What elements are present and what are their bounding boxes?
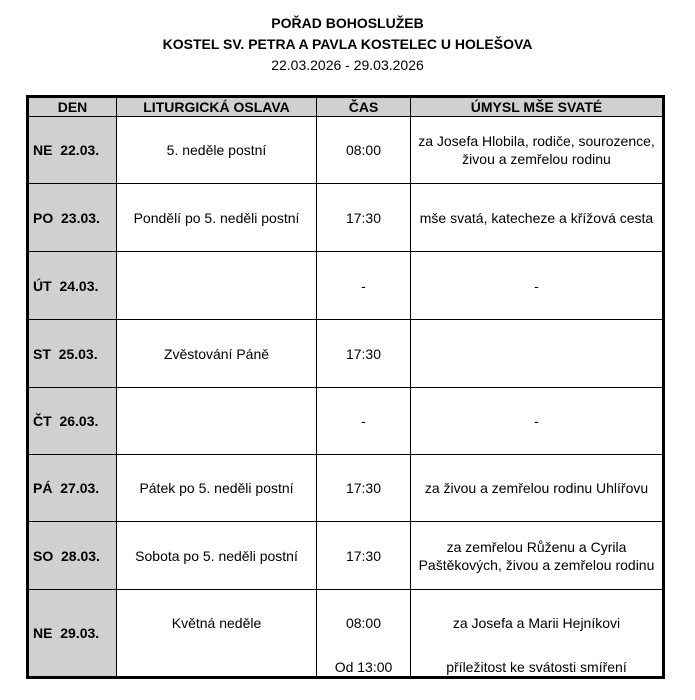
celebration-cell: 5. neděle postní [116, 116, 317, 184]
time-cell: 08:00 [316, 116, 411, 184]
table-row: NE 22.03. 5. neděle postní 08:00 za Josefa … [27, 116, 664, 184]
time-2: Od 13:00 [334, 659, 393, 675]
schedule-table: DEN LITURGICKÁ OSLAVA ČAS ÚMYSL MŠE SVAT… [26, 95, 665, 679]
time-cell: - [316, 387, 411, 455]
intention-1: za Josefa a Marii Hejníkovi [452, 615, 621, 631]
day-cell: ČT 26.03. [27, 387, 117, 455]
celebration: Květná neděle [171, 615, 262, 631]
page-title: POŘAD BOHOSLUŽEB [271, 15, 424, 31]
church-name: KOSTEL SV. PETRA A PAVLA KOSTELEC U HOLE… [162, 36, 533, 52]
celebration-cell: Zvěstování Páně [116, 319, 317, 388]
time-cell: 17:30 [316, 454, 411, 522]
col-intention: ÚMYSL MŠE SVATÉ [410, 96, 664, 117]
time-cell: 08:00 Od 13:00 [316, 589, 411, 678]
table-row: PÁ 27.03. Pátek po 5. neděli postní 17:30 z… [27, 454, 664, 522]
day-cell: SO 28.03. [27, 521, 117, 590]
celebration-cell: Květná neděle [116, 589, 317, 678]
intention-cell: - [410, 251, 664, 320]
time-cell: 17:30 [316, 183, 411, 252]
celebration-cell [116, 387, 317, 455]
celebration-cell: Sobota po 5. neděli postní [116, 521, 317, 590]
intention-cell: za Josefa a Marii Hejníkovi příležitost k… [410, 589, 664, 678]
col-celebration: LITURGICKÁ OSLAVA [116, 96, 317, 117]
day-cell: PO 23.03. [27, 183, 117, 252]
celebration-cell: Pondělí po 5. neděli postní [116, 183, 317, 252]
intention-cell: za živou a zemřelou rodinu Uhlířovu [410, 454, 664, 522]
intention-cell: - [410, 387, 664, 455]
intention-cell: za zemřelou Růženu a Cyrila Paštěkových,… [410, 521, 664, 590]
table-row: ST 25.03. Zvěstování Páně 17:30 [27, 319, 664, 388]
time-cell: - [316, 251, 411, 320]
col-day: DEN [27, 96, 117, 117]
date-range: 22.03.2026 - 29.03.2026 [271, 57, 424, 73]
table-row: SO 28.03. Sobota po 5. neděli postní 17:30… [27, 521, 664, 590]
table-row: PO 23.03. Pondělí po 5. neděli postní 17:3… [27, 183, 664, 252]
table-row: NE 29.03. Květná neděle 08:00 Od 13:00 za Jo… [27, 589, 664, 678]
day-cell: NE 22.03. [27, 116, 117, 184]
celebration-cell [116, 251, 317, 320]
time-cell: 17:30 [316, 521, 411, 590]
table-row: ÚT 24.03. - - [27, 251, 664, 320]
day-cell: ÚT 24.03. [27, 251, 117, 320]
celebration-cell: Pátek po 5. neděli postní [116, 454, 317, 522]
time-1: 08:00 [345, 615, 382, 631]
day-cell: PÁ 27.03. [27, 454, 117, 522]
col-time: ČAS [316, 96, 411, 117]
intention-cell: mše svatá, katecheze a křížová cesta [410, 183, 664, 252]
time-cell: 17:30 [316, 319, 411, 388]
table-header: DEN LITURGICKÁ OSLAVA ČAS ÚMYSL MŠE SVAT… [27, 96, 664, 117]
intention-cell [410, 319, 664, 388]
day-cell: NE 29.03. [27, 589, 117, 678]
intention-cell: za Josefa Hlobila, rodiče, sourozence, ž… [410, 116, 664, 184]
intention-2: příležitost ke svátosti smíření [446, 659, 627, 675]
table-row: ČT 26.03. - - [27, 387, 664, 455]
day-cell: ST 25.03. [27, 319, 117, 388]
